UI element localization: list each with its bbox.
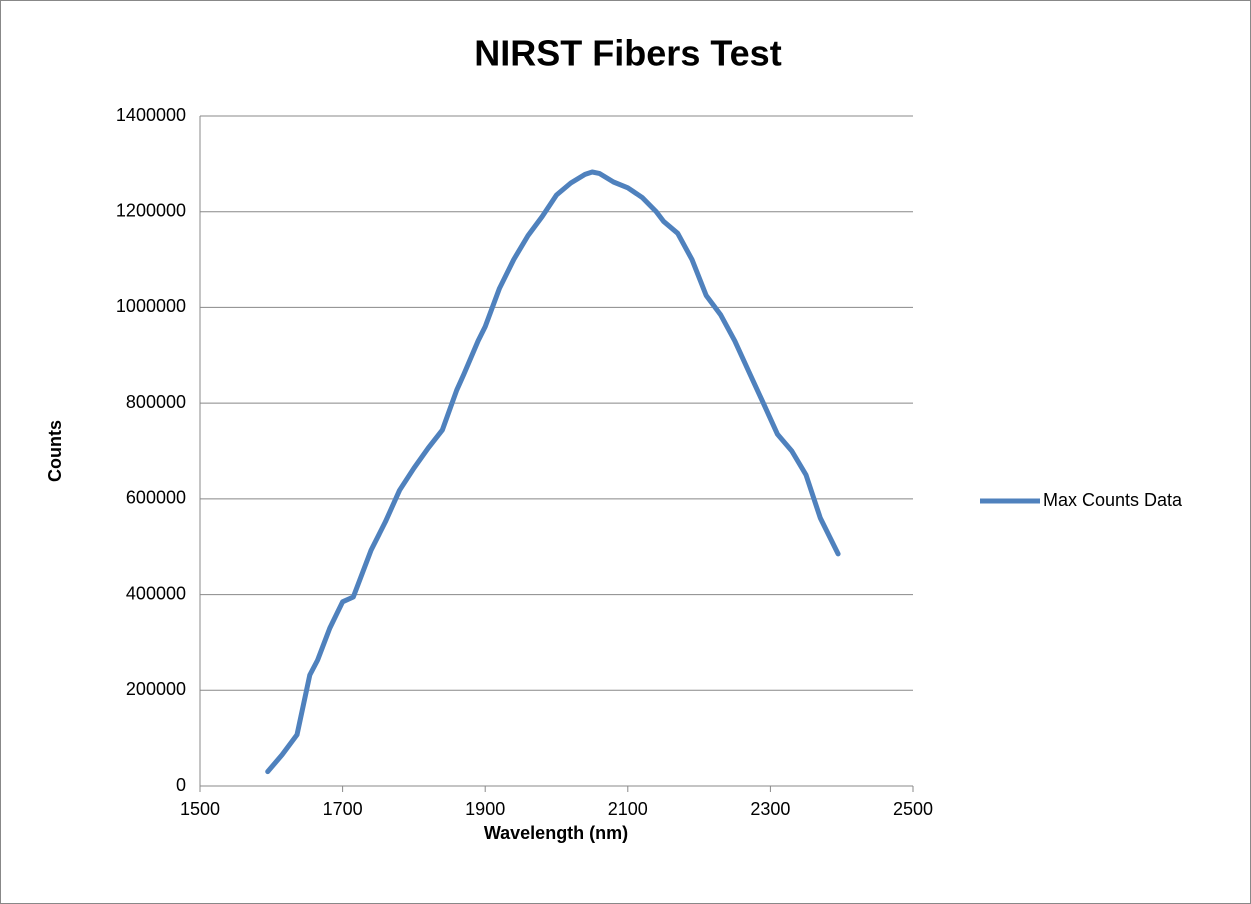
data-line — [265, 169, 841, 775]
x-tick-label: 2100 — [608, 799, 648, 819]
x-axis-label: Wavelength (nm) — [484, 823, 628, 843]
y-tick-label: 800000 — [126, 392, 186, 412]
x-tick-label: 2500 — [893, 799, 933, 819]
y-tick-label: 1200000 — [116, 200, 186, 220]
x-tick-label: 1700 — [323, 799, 363, 819]
y-tick-label: 0 — [176, 775, 186, 795]
legend-label: Max Counts Data — [1043, 490, 1183, 510]
chart-title: NIRST Fibers Test — [474, 33, 781, 74]
x-tick-label: 1500 — [180, 799, 220, 819]
y-tick-label: 1400000 — [116, 105, 186, 125]
x-tick-label: 2300 — [750, 799, 790, 819]
y-tick-label: 400000 — [126, 583, 186, 603]
y-tick-label: 200000 — [126, 679, 186, 699]
y-axis-label: Counts — [45, 420, 65, 482]
y-tick-label: 600000 — [126, 488, 186, 508]
x-tick-label: 1900 — [465, 799, 505, 819]
y-tick-label: 1000000 — [116, 296, 186, 316]
